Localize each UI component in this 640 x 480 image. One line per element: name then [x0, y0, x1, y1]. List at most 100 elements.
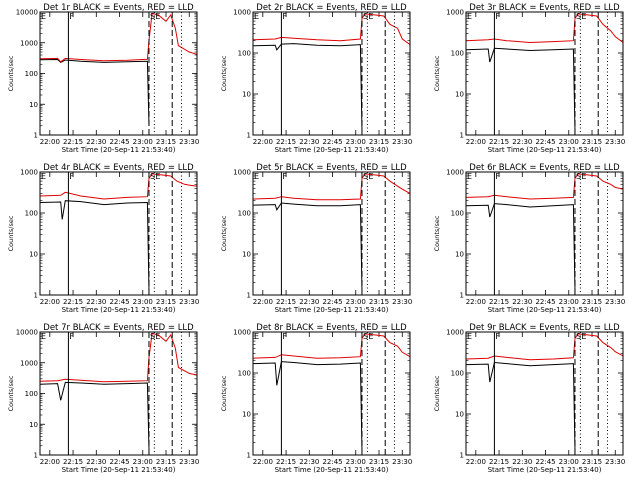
time-marker-label: E: [581, 12, 586, 21]
time-marker-label: S: [576, 12, 581, 21]
x-tick-label: 22:00: [466, 458, 486, 466]
x-tick-label: 22:15: [489, 458, 509, 466]
x-tick-label: 23:30: [392, 458, 412, 466]
x-tick-label: 22:45: [535, 458, 555, 466]
y-tick-label: 10000: [16, 329, 38, 337]
x-tick-label: 23:15: [156, 458, 176, 466]
x-tick-label: 22:30: [86, 298, 106, 306]
x-tick-label: 23:00: [346, 298, 366, 306]
y-tick-label: 1000: [20, 39, 38, 47]
y-axis-label: Counts/sec: [7, 375, 15, 411]
time-marker-label: E: [254, 172, 259, 181]
chart-title: Det 4r BLACK = Events, RED = LLD: [43, 163, 194, 173]
x-tick-label: 23:15: [582, 298, 602, 306]
x-tick-label: 22:30: [86, 138, 106, 146]
y-tick-label: 1000: [20, 359, 38, 367]
x-tick-label: 22:15: [63, 138, 83, 146]
chart-panel: Det 8r BLACK = Events, RED = LLD Counts/s…: [220, 323, 412, 474]
plot-frame: [465, 11, 624, 136]
x-tick-label: 23:00: [133, 458, 153, 466]
time-marker-label: F: [69, 172, 74, 181]
time-marker-label: F: [282, 12, 287, 21]
chart-panel: Det 6r BLACK = Events, RED = LLD Counts/s…: [433, 163, 625, 314]
x-tick-label: 23:15: [369, 458, 389, 466]
y-tick-label: 1: [460, 292, 464, 300]
x-tick-label: 22:00: [40, 298, 60, 306]
x-tick-label: 22:00: [466, 138, 486, 146]
y-tick-label: 100: [238, 210, 251, 218]
series-line: [465, 361, 576, 452]
x-tick-label: 22:15: [276, 298, 296, 306]
series-line: [465, 13, 624, 44]
y-axis-label: Counts/sec: [433, 375, 441, 411]
chart-title: Det 7r BLACK = Events, RED = LLD: [43, 323, 194, 333]
x-tick-label: 22:00: [466, 298, 486, 306]
series-line: [39, 381, 150, 450]
x-tick-label: 23:15: [582, 138, 602, 146]
series-line: [39, 173, 198, 200]
x-tick-label: 22:15: [63, 458, 83, 466]
x-tick-label: 23:00: [559, 138, 579, 146]
time-marker-label: E: [254, 332, 259, 341]
x-tick-label: 22:30: [299, 458, 319, 466]
x-tick-label: 22:30: [86, 458, 106, 466]
x-tick-label: 22:45: [535, 298, 555, 306]
y-tick-label: 10: [29, 251, 38, 259]
time-marker-label: E: [581, 172, 586, 181]
x-tick-label: 23:00: [346, 138, 366, 146]
x-tick-label: 22:00: [253, 298, 273, 306]
x-tick-label: 22:00: [40, 458, 60, 466]
x-tick-label: 22:15: [276, 458, 296, 466]
x-axis-label: Start Time (20-Sep-11 21:53:40): [275, 306, 389, 314]
x-tick-label: 23:30: [179, 458, 199, 466]
chart-title: Det 2r BLACK = Events, RED = LLD: [256, 3, 407, 13]
y-axis-label: Counts/sec: [433, 55, 441, 91]
x-axis-label: Start Time (20-Sep-11 21:53:40): [62, 306, 176, 314]
time-marker-label: S: [150, 172, 155, 181]
x-tick-label: 23:15: [582, 458, 602, 466]
y-tick-label: 1: [34, 132, 38, 140]
time-marker-label: E: [155, 332, 160, 341]
time-marker-label: E: [368, 12, 373, 21]
x-tick-label: 22:30: [512, 298, 532, 306]
chart-title: Det 9r BLACK = Events, RED = LLD: [469, 323, 620, 333]
x-tick-label: 23:30: [179, 298, 199, 306]
time-marker-label: E: [368, 172, 373, 181]
y-tick-label: 10000: [16, 9, 38, 17]
time-marker-label: F: [282, 332, 287, 341]
chart-panel: Det 1r BLACK = Events, RED = LLD Counts/s…: [7, 3, 199, 154]
chart-panel: Det 5r BLACK = Events, RED = LLD Counts/s…: [220, 163, 412, 314]
series-line: [252, 333, 411, 359]
series-line: [252, 361, 363, 452]
x-tick-label: 22:30: [512, 138, 532, 146]
time-marker-label: S: [363, 172, 368, 181]
plot-frame: [39, 11, 198, 136]
y-tick-label: 1: [247, 292, 251, 300]
series-line: [39, 58, 150, 126]
y-tick-label: 1: [247, 452, 251, 460]
y-tick-label: 100: [25, 70, 38, 78]
x-tick-label: 23:30: [605, 138, 625, 146]
series-line: [465, 173, 624, 200]
series-line: [39, 12, 198, 63]
time-marker-label: F: [69, 12, 74, 21]
time-marker-label: E: [155, 12, 160, 21]
x-tick-label: 22:30: [299, 138, 319, 146]
y-axis-label: Counts/sec: [7, 215, 15, 251]
x-tick-label: 22:15: [489, 138, 509, 146]
y-tick-label: 10: [242, 251, 251, 259]
time-marker-label: E: [41, 172, 46, 181]
x-tick-label: 23:00: [346, 458, 366, 466]
y-tick-label: 1: [460, 132, 464, 140]
time-marker-label: E: [467, 172, 472, 181]
plot-frame: [465, 171, 624, 296]
y-tick-label: 1000: [20, 169, 38, 177]
y-tick-label: 100: [451, 370, 464, 378]
y-axis-label: Counts/sec: [7, 55, 15, 91]
x-tick-label: 22:00: [253, 138, 273, 146]
series-line: [252, 173, 411, 201]
x-axis-label: Start Time (20-Sep-11 21:53:40): [488, 146, 602, 154]
y-tick-label: 1000: [233, 329, 251, 337]
x-tick-label: 22:45: [322, 458, 342, 466]
